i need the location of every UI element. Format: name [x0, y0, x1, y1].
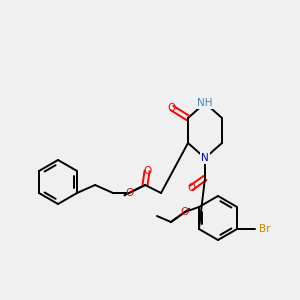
- Text: O: O: [143, 166, 151, 176]
- Text: O: O: [181, 207, 189, 217]
- Text: O: O: [187, 183, 195, 193]
- Text: O: O: [125, 188, 133, 198]
- Text: NH: NH: [197, 98, 213, 108]
- Text: N: N: [201, 153, 209, 163]
- Text: O: O: [168, 103, 176, 113]
- Text: Br: Br: [259, 224, 271, 234]
